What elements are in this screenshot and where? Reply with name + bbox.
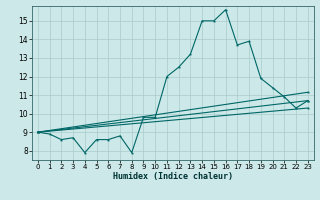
X-axis label: Humidex (Indice chaleur): Humidex (Indice chaleur) [113,172,233,181]
